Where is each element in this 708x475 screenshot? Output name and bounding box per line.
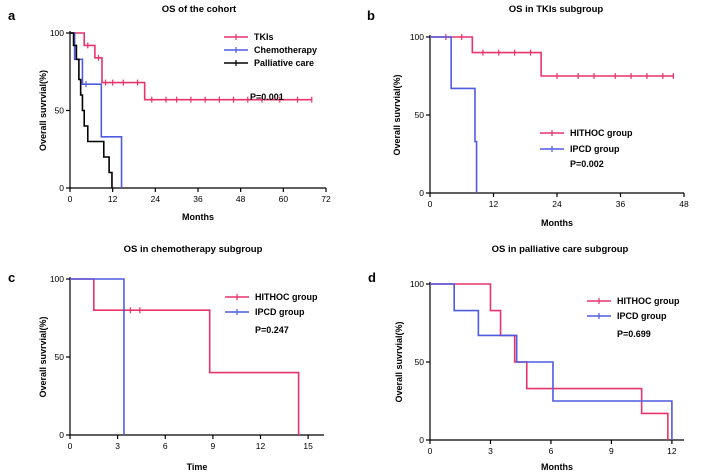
legend-label: Palliative care [254,58,314,68]
legend-label: IPCD group [255,307,305,317]
x-tick-label: 15 [303,441,313,451]
x-tick-label: 0 [428,199,433,209]
legend-label: IPCD group [570,144,620,154]
panel-c-title: OS in chemotherapy subgroup [124,244,263,255]
panel-b: b OS in TKIs subgroup 0 50 100 0 12 24 36 48 Mon… [367,4,689,228]
x-tick-label: 36 [193,194,203,204]
series-line-ipcd-group [430,36,478,193]
series-line-chemotherapy [70,32,123,188]
x-tick-label: 0 [68,441,73,451]
panel-letter-b: b [367,8,375,23]
y-tick-label: 50 [415,110,425,120]
y-axis-label: Overall suvrvial(%) [394,321,404,402]
x-tick-label: 3 [488,446,493,456]
x-tick-label: 60 [279,194,289,204]
y-axis-label: Overall suvrvial(%) [38,316,48,397]
x-tick-label: 24 [151,194,161,204]
x-tick-label: 0 [428,446,433,456]
legend-label: IPCD group [617,311,667,321]
y-tick-label: 100 [50,28,64,38]
y-tick-label: 100 [410,32,424,42]
legend-label: HITHOC group [570,128,633,138]
panel-a-title: OS of the cohort [162,4,237,15]
y-axis-label: Overall suvrvial(%) [392,74,402,155]
series-line-palliative-care [70,32,113,188]
series-line-hithoc-group [70,278,300,435]
y-axis-label: Overall suvrvial(%) [38,70,48,151]
series-line-ipcd-group [430,283,673,440]
x-axis-label: Months [541,218,573,228]
p-value: P=0.247 [255,325,289,335]
p-value: P=0.002 [570,159,604,169]
x-tick-label: 48 [679,199,689,209]
y-tick-label: 50 [55,352,65,362]
x-tick-label: 9 [609,446,614,456]
panel-d: d OS in palliative care subgroup 0 50 100 0… [368,244,684,472]
panel-letter-a: a [8,8,16,23]
legend-label: TKIs [254,32,274,42]
legend-label: Chemotherapy [254,45,317,55]
panel-c: c OS in chemotherapy subgroup 0 50 100 0 3 6 9… [8,244,324,472]
x-tick-label: 6 [549,446,554,456]
panel-letter-c: c [8,270,15,285]
series-line-ipcd-group [70,278,125,435]
series-line-hithoc-group [430,36,674,77]
legend-label: HITHOC group [617,296,680,306]
y-tick-label: 50 [415,357,425,367]
x-tick-label: 72 [321,194,331,204]
p-value: P=0.001 [250,92,284,102]
x-tick-label: 12 [108,194,118,204]
legend-label: HITHOC group [255,292,318,302]
x-tick-label: 48 [236,194,246,204]
panel-a: a OS of the cohort 0 50 100 0 12 24 36 48 60 72 Mo… [8,4,331,222]
y-tick-label: 0 [59,430,64,440]
p-value: P=0.699 [617,329,651,339]
y-tick-label: 100 [50,274,64,284]
y-tick-label: 100 [410,279,424,289]
x-tick-label: 24 [552,199,562,209]
x-axis-label: Months [182,212,214,222]
x-axis-label: Time [187,462,208,472]
y-tick-label: 50 [55,106,65,116]
panel-b-title: OS in TKIs subgroup [509,4,604,15]
panel-d-title: OS in palliative care subgroup [492,244,629,255]
series-line-hithoc-group [430,283,669,440]
y-tick-label: 0 [59,183,64,193]
x-tick-label: 36 [616,199,626,209]
x-tick-label: 6 [163,441,168,451]
x-tick-label: 3 [115,441,120,451]
panel-letter-d: d [368,270,376,285]
y-tick-label: 0 [419,435,424,445]
x-tick-label: 12 [667,446,677,456]
y-tick-label: 0 [419,188,424,198]
x-tick-label: 12 [489,199,499,209]
x-axis-label: Months [541,462,573,472]
x-tick-label: 9 [211,441,216,451]
x-tick-label: 12 [256,441,266,451]
x-tick-label: 0 [68,194,73,204]
